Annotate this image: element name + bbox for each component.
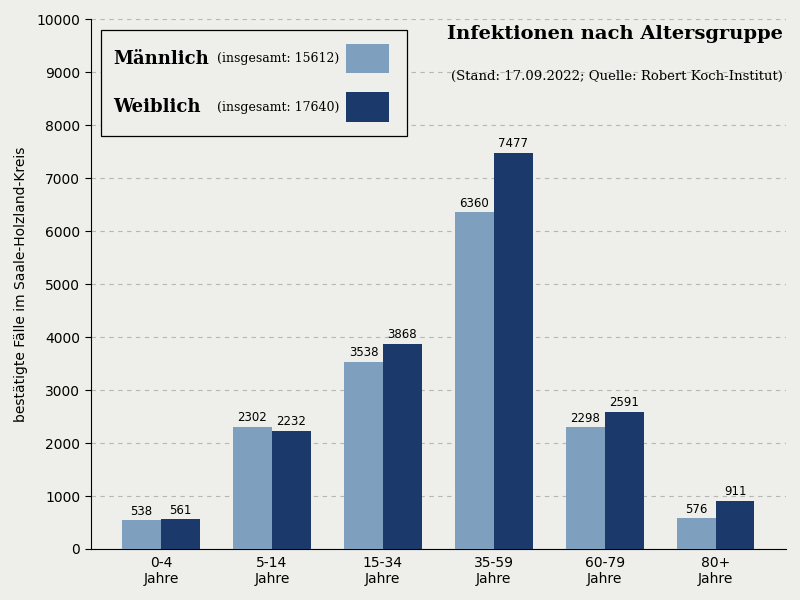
Text: (Stand: 17.09.2022; Quelle: Robert Koch-Institut): (Stand: 17.09.2022; Quelle: Robert Koch-…: [450, 70, 782, 83]
Text: (insgesamt: 15612): (insgesamt: 15612): [218, 52, 339, 65]
Text: Infektionen nach Altersgruppe: Infektionen nach Altersgruppe: [446, 25, 782, 43]
FancyBboxPatch shape: [101, 30, 407, 136]
Bar: [566, 427, 605, 549]
Text: 6360: 6360: [459, 197, 490, 209]
Text: Männlich: Männlich: [113, 50, 209, 68]
Bar: [122, 520, 161, 549]
Bar: [346, 44, 389, 73]
Text: Weiblich: Weiblich: [113, 98, 201, 116]
Bar: [716, 501, 754, 549]
Y-axis label: bestätigte Fälle im Saale-Holzland-Kreis: bestätigte Fälle im Saale-Holzland-Kreis: [14, 146, 28, 422]
Text: 576: 576: [685, 503, 707, 516]
Bar: [344, 362, 383, 549]
Bar: [605, 412, 643, 549]
Bar: [346, 92, 389, 122]
Bar: [455, 212, 494, 549]
Text: 2232: 2232: [276, 415, 306, 428]
Text: (insgesamt: 17640): (insgesamt: 17640): [218, 101, 340, 114]
Text: 2302: 2302: [238, 412, 267, 424]
Bar: [383, 344, 422, 549]
Bar: [233, 427, 272, 549]
Bar: [272, 431, 310, 549]
Text: 7477: 7477: [498, 137, 528, 151]
Text: 911: 911: [724, 485, 746, 498]
Bar: [494, 153, 533, 549]
Text: 2298: 2298: [570, 412, 600, 425]
Text: 3868: 3868: [387, 328, 417, 341]
Text: 538: 538: [130, 505, 153, 518]
Text: 2591: 2591: [610, 396, 639, 409]
Bar: [677, 518, 716, 549]
Text: 561: 561: [169, 503, 191, 517]
Text: 3538: 3538: [349, 346, 378, 359]
Bar: [161, 519, 200, 549]
